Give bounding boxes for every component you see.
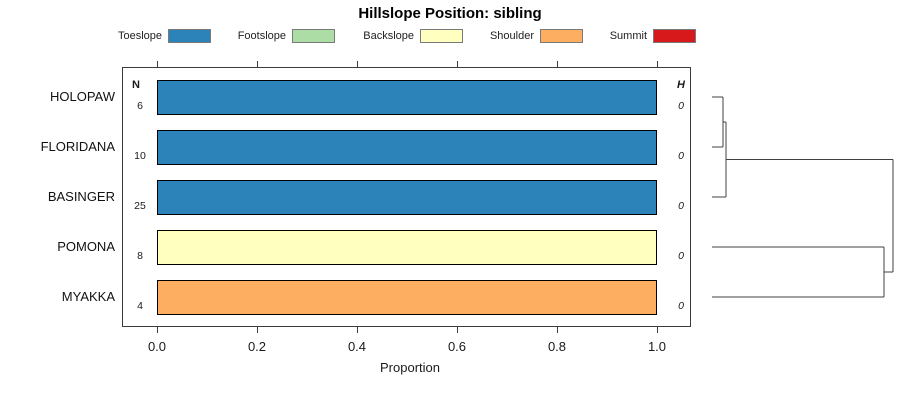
proportion-bar-basinger [157,180,657,215]
legend-item: Shoulder [434,28,583,43]
legend-swatch-shoulder [540,28,583,43]
legend-swatch-summit [653,28,696,43]
x-tick-top [557,61,558,68]
y-axis-label: BASINGER [47,189,115,204]
bar-row [157,280,657,315]
legend-swatch-footslope [292,28,335,43]
legend-label: Summit [609,29,647,42]
h-column-header: H [677,79,685,91]
proportion-bar-pomona [157,230,657,265]
proportion-bar-myakka [157,280,657,315]
legend-swatch-backslope [420,28,463,43]
chart-title: Hillslope Position: sibling [358,5,542,22]
bar-row [157,130,657,165]
x-tick [657,326,658,333]
legend: Toeslope Footslope Backslope Shoulder Su… [0,28,900,43]
x-tick-top [157,61,158,68]
x-tick-top [457,61,458,68]
x-tick-label: 0.8 [547,339,567,354]
x-tick-label: 0.4 [347,339,367,354]
x-tick [257,326,258,333]
x-tick [157,326,158,333]
h-value: 0 [678,200,684,212]
legend-item: Toeslope [62,28,211,43]
y-axis-label: FLORIDANA [40,139,115,154]
x-tick-top [657,61,658,68]
h-value: 0 [678,150,684,162]
legend-item: Summit [547,28,696,43]
x-axis-title: Proportion [380,360,440,375]
n-value: 25 [134,200,146,212]
x-tick-label: 0.2 [247,339,267,354]
h-value: 0 [678,100,684,112]
n-value: 10 [134,150,146,162]
legend-label: Toeslope [117,29,162,42]
n-value: 6 [137,100,143,112]
bar-row [157,230,657,265]
n-value: 8 [137,250,143,262]
legend-label: Footslope [237,29,286,42]
legend-label: Backslope [363,29,414,42]
bar-row [157,180,657,215]
legend-swatch-toeslope [168,28,211,43]
y-axis-label: MYAKKA [61,289,115,304]
plot-frame [122,67,691,327]
h-value: 0 [678,300,684,312]
legend-label: Shoulder [489,29,534,42]
legend-item: Footslope [186,28,335,43]
proportion-bar-holopaw [157,80,657,115]
x-tick [557,326,558,333]
legend-item: Backslope [314,28,463,43]
n-column-header: N [132,79,140,91]
x-tick [357,326,358,333]
x-tick-label: 0.0 [147,339,167,354]
y-axis-label: POMONA [57,239,115,254]
x-tick-label: 1.0 [647,339,667,354]
bar-row [157,80,657,115]
y-axis-label: HOLOPAW [49,89,115,104]
proportion-bar-floridana [157,130,657,165]
h-value: 0 [678,250,684,262]
x-tick [457,326,458,333]
x-tick-top [357,61,358,68]
n-value: 4 [137,300,143,312]
x-tick-label: 0.6 [447,339,467,354]
x-tick-top [257,61,258,68]
